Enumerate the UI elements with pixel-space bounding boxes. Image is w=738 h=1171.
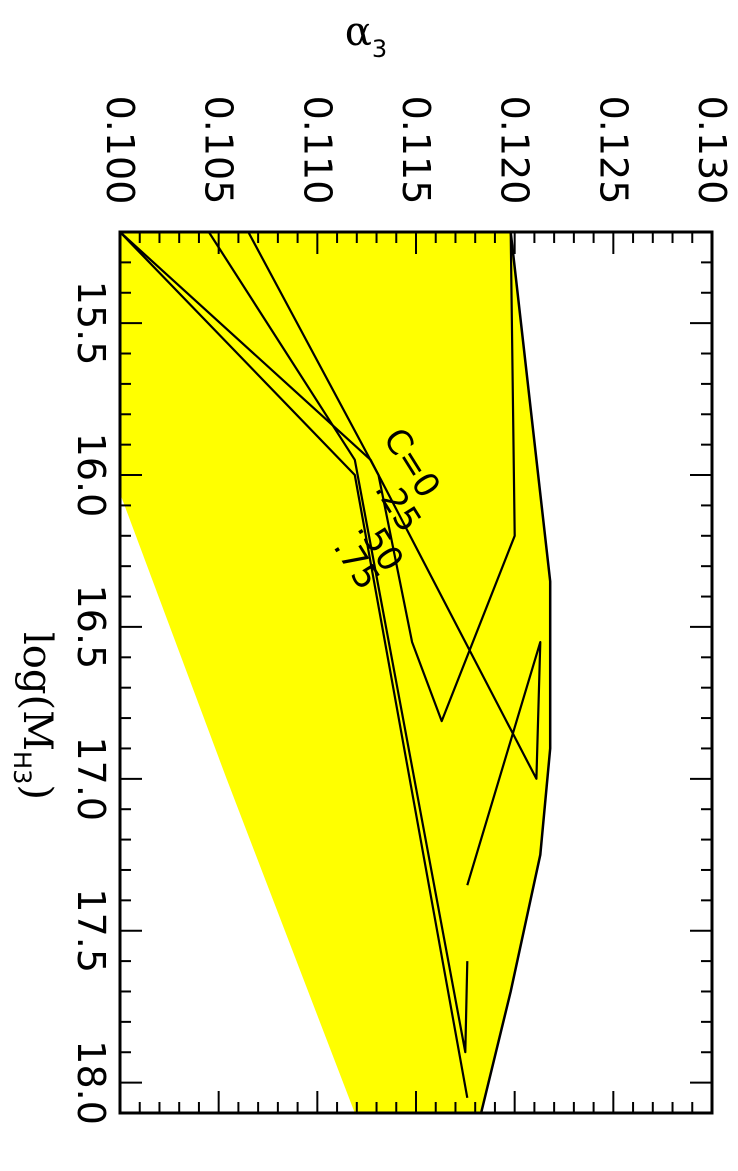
- y-tick-label: 0.125: [591, 96, 635, 205]
- contour-line-0: [247, 231, 516, 723]
- contour-lines-layer: [119, 231, 542, 1098]
- y-tick-label: 0.110: [295, 96, 339, 205]
- y-tick-label: 0.105: [197, 96, 241, 205]
- tick-marks-layer: [119, 231, 713, 1114]
- contour-line-3: [119, 231, 469, 1098]
- allowed-region-layer: [120, 231, 552, 1114]
- x-axis-title: log(MH3): [8, 632, 60, 800]
- x-tick-label: 17.0: [69, 736, 113, 821]
- y-tick-label: 0.130: [690, 96, 734, 205]
- x-tick-label: 16.0: [69, 433, 113, 518]
- y-tick-label: 0.100: [98, 96, 142, 205]
- y-tick-label: 0.120: [493, 96, 537, 205]
- y-tick-label: 0.115: [394, 96, 438, 205]
- x-tick-label: 15.5: [69, 281, 113, 366]
- contour-line-1: [119, 231, 542, 886]
- x-tick-label: 18.0: [69, 1040, 113, 1125]
- allowed-region-boundary: [479, 231, 552, 1114]
- y-axis-title: α3: [345, 9, 387, 63]
- x-tick-label: 16.5: [69, 585, 113, 670]
- x-tick-label: 17.5: [69, 888, 113, 973]
- tick-labels-layer: 15.5 16.0 16.5 17.0 17.5 18.0 0.100 0.105 0.110 0…: [69, 96, 734, 1125]
- contour-line-2: [207, 231, 469, 1054]
- allowed-region-area: [120, 232, 551, 1113]
- contour-labels-layer: C=0.25.50.75: [325, 421, 448, 597]
